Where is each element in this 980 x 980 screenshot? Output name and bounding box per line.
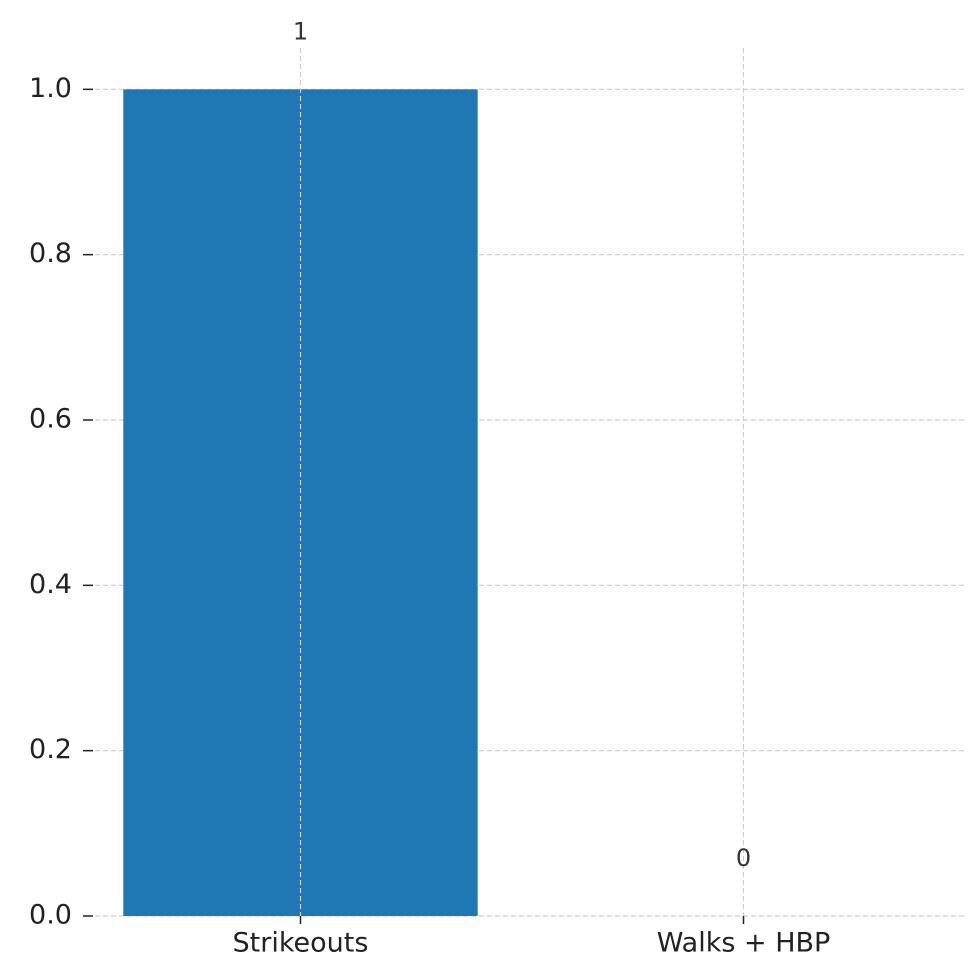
value-label: 0 [736, 844, 751, 872]
y-tick-label: 0.2 [29, 734, 72, 765]
y-tick-label: 0.0 [29, 900, 72, 931]
value-label: 1 [293, 17, 308, 45]
y-tick-label: 0.6 [29, 404, 72, 435]
y-tick-label: 1.0 [29, 73, 72, 104]
x-tick-label: Walks + HBP [657, 928, 831, 959]
x-tick-label: Strikeouts [233, 928, 369, 959]
y-tick-label: 0.8 [29, 238, 72, 269]
y-tick-label: 0.4 [29, 569, 72, 600]
